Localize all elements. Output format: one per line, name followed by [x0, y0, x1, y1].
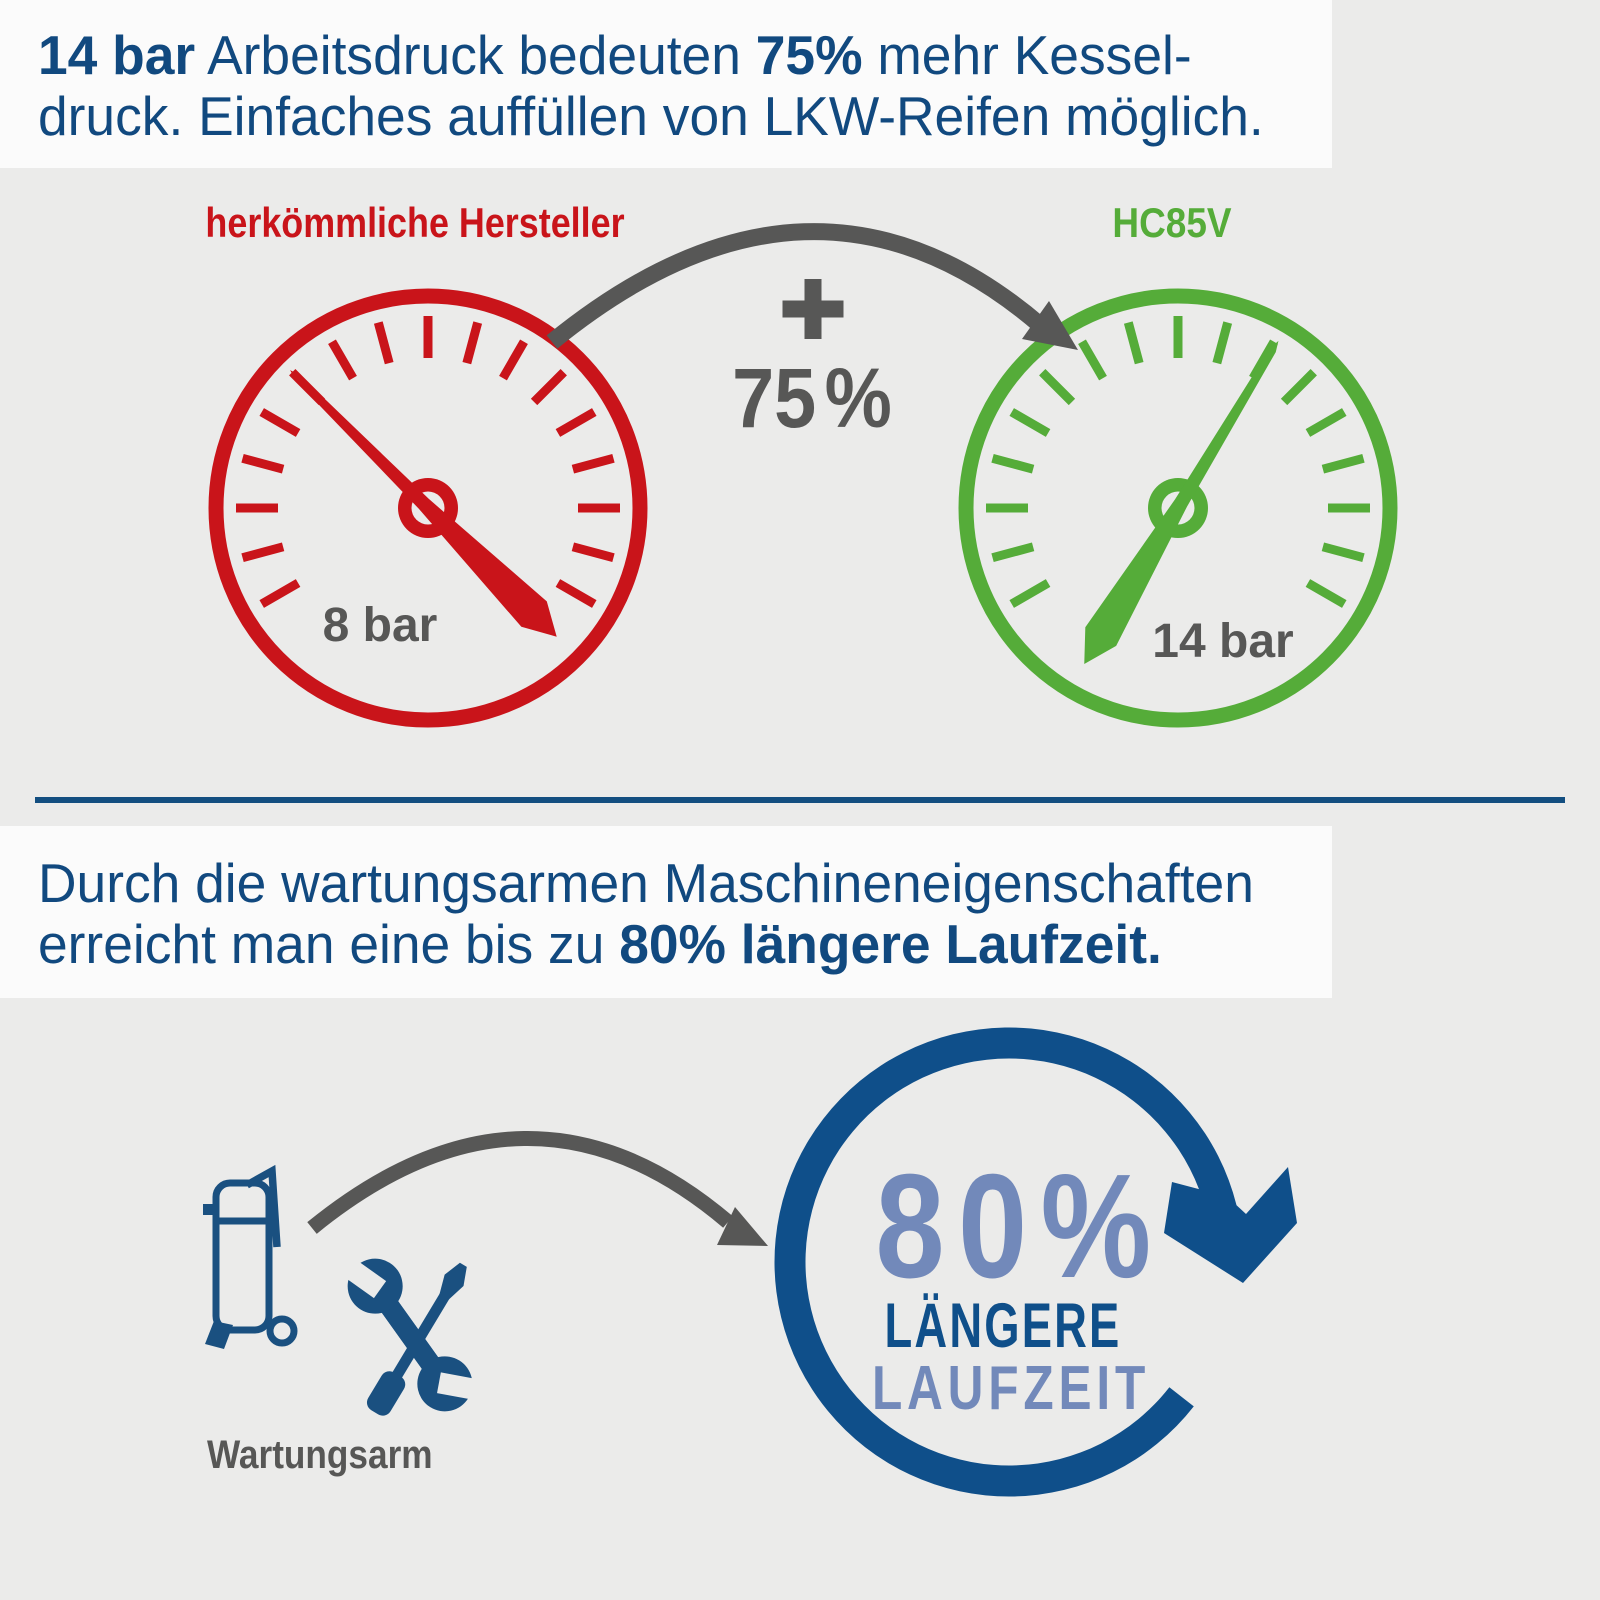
runtime-laufzeit: LAUFZEIT [872, 1353, 1350, 1424]
runtime-laufzeit-text: LAUFZEIT [871, 1354, 1151, 1423]
arrow-curve [546, 223, 1046, 349]
gauge-tick [1280, 369, 1317, 406]
headline-panel-top [0, 0, 1332, 168]
value-conventional: 8 bar [322, 599, 438, 652]
gauge-tick [1039, 369, 1076, 406]
gauge-ring [208, 288, 648, 728]
plus-icon [782, 279, 844, 339]
headline-mid-line2: erreicht man eine bis zu [38, 913, 620, 975]
gauge-tick [555, 408, 597, 437]
gauge-tick [1123, 321, 1144, 365]
screwdriver-icon [366, 1262, 467, 1416]
compressor-handle [245, 1164, 281, 1248]
headline-mid: Durch die wartungsarmen Maschineneigensc… [38, 853, 1254, 975]
compressor-valve [203, 1204, 216, 1215]
gauge-tick [1078, 339, 1107, 381]
gauge-needle [1084, 340, 1279, 665]
runtime-percent-value: 80% [875, 1144, 1165, 1309]
gauge-tick [1212, 321, 1233, 365]
gauge-tick [373, 321, 394, 365]
compressor-foot [205, 1321, 233, 1349]
gauge-tick [1305, 408, 1347, 437]
gauge-tick [1009, 579, 1051, 608]
runtime-laengere: LÄNGERE [885, 1290, 1332, 1362]
tools-icon [328, 1248, 496, 1416]
gauge-tick [241, 542, 285, 563]
headline-top-line2: druck. Einfaches auffüllen von LKW-Reife… [38, 85, 1264, 147]
arrow-gauges [546, 223, 1078, 350]
gauge-tick [1321, 542, 1365, 563]
gauge-tick [555, 579, 597, 608]
gauge-hc85v [958, 288, 1398, 728]
compressor-wheel [266, 1315, 298, 1347]
gauge-conventional [208, 288, 648, 728]
label-hc85v: HC85V [1112, 199, 1232, 246]
divider-line [35, 797, 1565, 803]
gauge-tick [991, 542, 1035, 563]
gauge-ring [958, 288, 1398, 728]
headline-top-bold1: 14 bar [38, 24, 196, 86]
arrowhead-icon [1022, 301, 1078, 350]
gauge-tick [1321, 453, 1365, 474]
percent-increase-value: 75 % [732, 351, 892, 445]
gauge-tick [328, 339, 357, 381]
gauge-tick [571, 453, 615, 474]
arrow-runtime [307, 1131, 768, 1246]
label-conventional: herkömmliche Hersteller [205, 199, 625, 246]
compressor-icon [203, 1164, 298, 1349]
gauge-tick [571, 542, 615, 563]
gauge-tick [499, 339, 528, 381]
gauge-tick [530, 369, 567, 406]
label-wartungsarm: Wartungsarm [207, 1433, 433, 1477]
gauge-tick [462, 321, 483, 365]
headline-panel-mid [0, 826, 1332, 998]
compressor-tank [212, 1179, 273, 1334]
arrow-curve [307, 1131, 733, 1234]
gauge-tick [259, 579, 301, 608]
runtime-percent: 80% [875, 1142, 1340, 1312]
headline-top-text1: Arbeitsdruck bedeuten [195, 24, 756, 86]
arrowhead-icon [717, 1207, 768, 1246]
headline-top-bold2: 75% [755, 24, 863, 86]
gauge-tick [991, 453, 1035, 474]
gauge-tick [259, 408, 301, 437]
headline-mid-line2-bold: 80% längere Laufzeit. [619, 913, 1162, 975]
headline-top: 14 bar Arbeitsdruck bedeuten 75% mehr Ke… [38, 25, 1264, 147]
value-hc85v: 14 bar [1152, 615, 1294, 668]
percent-increase: 75 % [723, 350, 900, 447]
headline-mid-line1: Durch die wartungsarmen Maschineneigensc… [38, 852, 1254, 914]
wrench-icon [328, 1248, 496, 1412]
gauge-tick [1009, 408, 1051, 437]
headline-top-text2: mehr Kessel- [862, 24, 1192, 86]
gauge-tick [241, 453, 285, 474]
gauge-needle [290, 370, 557, 637]
gauge-tick [1305, 579, 1347, 608]
runtime-laengere-text: LÄNGERE [884, 1291, 1122, 1361]
